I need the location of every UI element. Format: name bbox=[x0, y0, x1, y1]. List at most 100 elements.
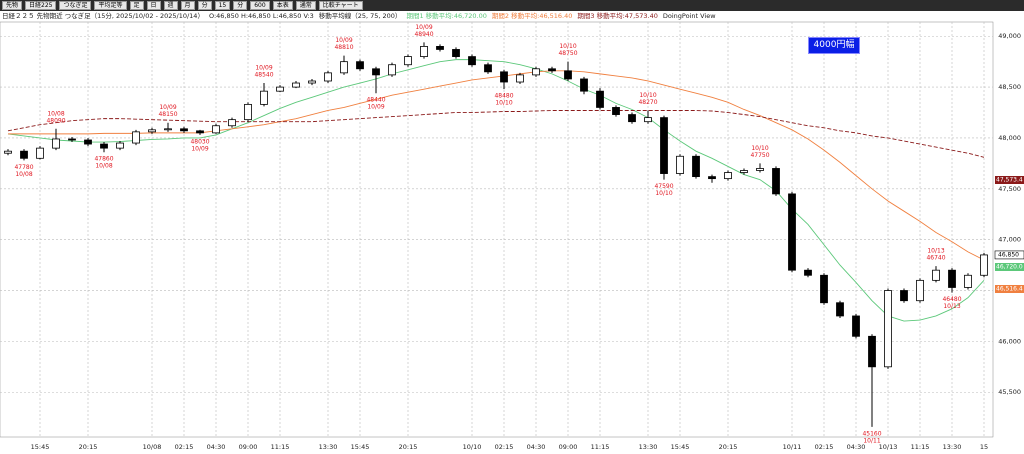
annotation-date: 10/13 bbox=[943, 303, 960, 310]
candle-body bbox=[196, 130, 204, 134]
x-tick-label: 04:30 bbox=[207, 443, 226, 451]
x-tick-label: 13:30 bbox=[319, 443, 338, 451]
x-tick-label: 13:30 bbox=[943, 443, 962, 451]
x-tick-label: 02:15 bbox=[815, 443, 834, 451]
toolbar-item[interactable]: 15 bbox=[214, 1, 231, 10]
candle-body bbox=[660, 117, 668, 174]
x-tick-label: 11:15 bbox=[271, 443, 290, 451]
toolbar-item[interactable]: 分 bbox=[197, 1, 212, 10]
candle-body bbox=[724, 172, 732, 180]
candle-body bbox=[228, 119, 236, 127]
candle-body bbox=[612, 107, 620, 115]
annotation-date: 10/10 bbox=[495, 100, 512, 107]
annotation-price: 48810 bbox=[334, 44, 353, 51]
candle-body bbox=[916, 279, 924, 302]
toolbar-item[interactable]: 比較チャート bbox=[318, 1, 363, 10]
x-tick-label: 20:15 bbox=[719, 443, 738, 451]
x-tick-label: 20:15 bbox=[79, 443, 98, 451]
candle-body bbox=[788, 193, 796, 271]
x-tick-label: 04:30 bbox=[847, 443, 866, 451]
toolbar-item[interactable]: 本表 bbox=[272, 1, 293, 10]
annotation-price: 47860 bbox=[94, 156, 113, 163]
candle-body bbox=[500, 71, 508, 83]
candle-body bbox=[884, 290, 892, 368]
legend-entry: 期間1 移動平均:46,720.00 bbox=[406, 12, 487, 20]
toolbar-item[interactable]: 月 bbox=[180, 1, 195, 10]
x-tick-label: 15:45 bbox=[351, 443, 370, 451]
candle-body bbox=[804, 269, 812, 276]
candle-body bbox=[852, 315, 860, 337]
toolbar-item[interactable]: 先物 bbox=[2, 1, 23, 10]
candle-body bbox=[68, 138, 76, 141]
toolbar-item[interactable]: つなぎ足 bbox=[59, 1, 92, 10]
annotation-price: 47780 bbox=[14, 164, 33, 171]
annotation-price: 45160 bbox=[862, 430, 881, 437]
candle-body bbox=[820, 274, 828, 304]
annotation-price: 46740 bbox=[926, 255, 945, 262]
axis-badge: 47,573.4 bbox=[996, 177, 1023, 184]
candle-body bbox=[116, 142, 124, 149]
axis-badge-bg bbox=[995, 176, 1024, 184]
candle-body bbox=[292, 82, 300, 88]
annotation-price: 48150 bbox=[158, 111, 177, 118]
x-tick-label: 15:45 bbox=[671, 443, 690, 451]
candle-body bbox=[964, 274, 972, 288]
candle-body bbox=[340, 61, 348, 74]
candle-body bbox=[404, 56, 412, 66]
annotation-date: 10/08 bbox=[15, 171, 32, 178]
x-tick-label: 15 bbox=[980, 443, 988, 451]
axis-badge: 46,720.0 bbox=[996, 264, 1023, 271]
annotation-price: 48030 bbox=[190, 138, 209, 145]
toolbar-item[interactable]: 日 bbox=[146, 1, 161, 10]
annotation-date: 10/13 bbox=[927, 248, 944, 255]
x-tick-label: 04:30 bbox=[527, 443, 546, 451]
toolbar-item[interactable]: 足 bbox=[129, 1, 144, 10]
toolbar-item[interactable]: 日経225 bbox=[25, 1, 57, 10]
toolbar-item[interactable]: 分 bbox=[233, 1, 248, 10]
candle-body bbox=[484, 64, 492, 73]
chart-title: 日経２２５ 先物期近 つなぎ足（15分, 2025/10/02 - 2025/1… bbox=[2, 12, 204, 20]
legend-entry: 期間3 移動平均:47,573.40 bbox=[577, 12, 658, 20]
x-tick-label: 02:15 bbox=[175, 443, 194, 451]
y-tick-label: 48,500 bbox=[998, 83, 1021, 91]
candle-body bbox=[596, 90, 604, 108]
x-tick-label: 13:30 bbox=[639, 443, 658, 451]
annotation-date: 10/09 bbox=[191, 145, 208, 152]
candle-body bbox=[900, 290, 908, 302]
candle-body bbox=[756, 168, 764, 171]
candle-body bbox=[276, 86, 284, 92]
y-tick-label: 48,000 bbox=[998, 134, 1021, 142]
legend-entry: 期間2 移動平均:46,516.40 bbox=[491, 12, 573, 20]
annotation-date: 10/08 bbox=[47, 110, 64, 117]
annotation-date: 10/09 bbox=[255, 65, 272, 72]
ohlc-text: O:46,850 H:46,850 L:46,850 V:3 bbox=[208, 12, 314, 20]
axis-badge-bg bbox=[995, 285, 1024, 293]
range-badge: 4000円幅 bbox=[808, 37, 860, 54]
candle-body bbox=[980, 254, 988, 276]
annotation-price: 48750 bbox=[558, 50, 577, 57]
toolbar-item[interactable]: 通常 bbox=[295, 1, 316, 10]
candle-body bbox=[100, 143, 108, 149]
candle-body bbox=[244, 103, 252, 121]
y-tick-label: 47,000 bbox=[998, 236, 1021, 244]
toolbar-item[interactable]: 平均足等 bbox=[94, 1, 127, 10]
candle-body bbox=[772, 168, 780, 195]
plot-frame bbox=[0, 21, 994, 438]
brand: DoingPoint View bbox=[662, 12, 716, 20]
annotation-price: 48940 bbox=[414, 31, 433, 38]
annotation-date: 10/09 bbox=[367, 104, 384, 111]
x-tick-label: 10/11 bbox=[783, 443, 802, 451]
last-price: 46,850 bbox=[998, 251, 1019, 258]
y-tick-label: 45,500 bbox=[998, 388, 1021, 396]
candle-body bbox=[20, 150, 28, 159]
toolbar-item[interactable]: 600 bbox=[250, 1, 270, 10]
annotation-date: 10/10 bbox=[559, 43, 576, 50]
candle-body bbox=[388, 64, 396, 76]
toolbar-item[interactable]: 週 bbox=[163, 1, 178, 10]
candle-body bbox=[212, 125, 220, 134]
annotation-price: 48440 bbox=[366, 97, 385, 104]
ma-line bbox=[7, 59, 985, 322]
ma-line bbox=[8, 70, 985, 261]
x-tick-label: 02:15 bbox=[495, 443, 514, 451]
